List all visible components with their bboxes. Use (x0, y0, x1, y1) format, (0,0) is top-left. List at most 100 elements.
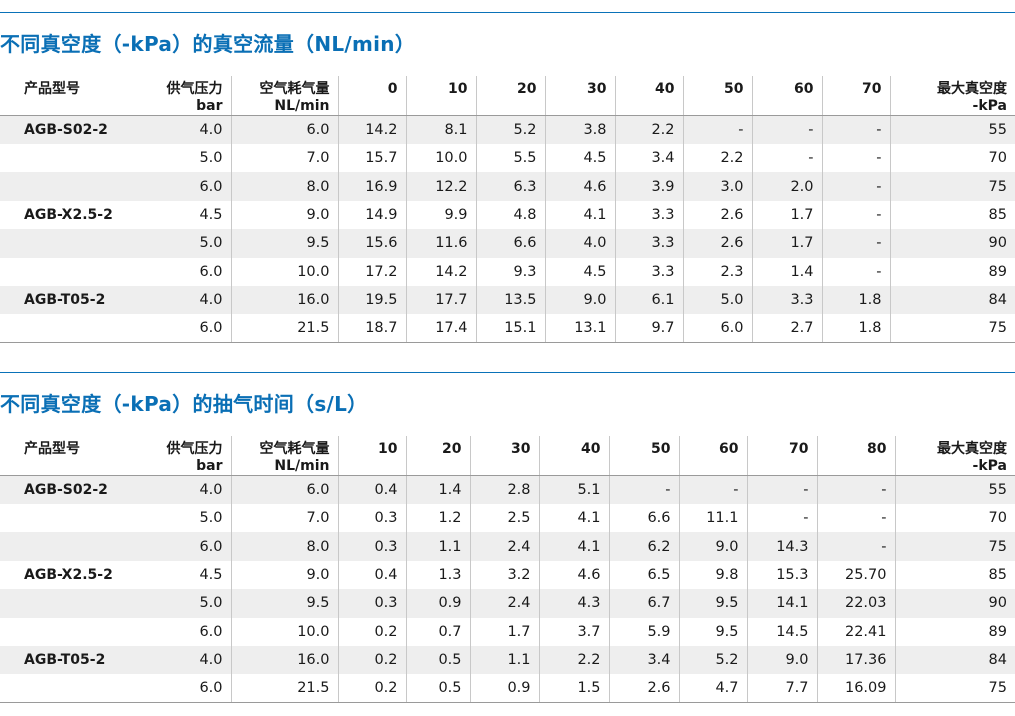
value-cell: 9.3 (475, 257, 545, 286)
value-cell: 14.2 (337, 115, 406, 144)
model-cell (0, 504, 143, 532)
value-cell: 4.0 (143, 115, 231, 144)
value-cell: - (816, 475, 895, 504)
table-row: AGB-S02-2 4.0 6.0 0.4 1.4 2.8 5.1- - - -55 (0, 475, 1015, 504)
value-cell: - (678, 475, 747, 504)
value-cell: 19.5 (337, 285, 406, 315)
value-cell: 16.9 (337, 172, 406, 201)
value-cell: 6.1 (614, 285, 683, 315)
value-cell: 4.6 (538, 560, 609, 590)
value-cell: 2.6 (682, 200, 752, 230)
value-cell: 18.7 (337, 314, 406, 344)
value-cell: 3.8 (544, 115, 615, 144)
value-cell: 6.0 (143, 314, 231, 344)
column-header: 20 (475, 76, 545, 116)
value-cell: 5.0 (199, 150, 223, 167)
column-header: 最大真空度 -kPa (889, 76, 1015, 116)
value-cell: 5.0 (199, 510, 223, 527)
value-cell: 0.3 (337, 589, 406, 618)
value-cell: 9.5 (230, 229, 338, 258)
value-cell: 1.8 (821, 314, 890, 344)
value-cell: 2.8 (469, 475, 539, 504)
value-cell: 0.9 (469, 674, 539, 704)
value-cell: 1.4 (405, 475, 470, 504)
table-row: 6.0 21.5 18.7 17.4 15.1 13.1 9.7 6.0 2.7 1.8 75 (0, 314, 1015, 344)
value-cell: 5.0 (143, 589, 231, 618)
table-header-row: 产品型号 供气压力 bar 空气耗气量 NL/min 0 10 20 30 40 50 60 70 最大真… (0, 76, 1015, 116)
value-cell: 0.3 (337, 532, 406, 561)
column-header: 最大真空度 -kPa (894, 436, 1015, 476)
value-cell: 6.5 (608, 560, 679, 590)
model-cell (0, 258, 143, 286)
value-cell: 5.9 (608, 617, 679, 646)
column-header: 80 (816, 436, 895, 476)
value-cell: 4.6 (544, 172, 615, 201)
value-cell: 13.1 (544, 314, 615, 344)
value-cell: 2.6 (608, 674, 679, 704)
value-cell: 0.4 (337, 560, 406, 590)
column-header: 70 (746, 436, 817, 476)
value-cell: 4.5 (544, 144, 615, 173)
value-cell: 14.5 (746, 617, 817, 646)
value-cell: 16.09 (816, 674, 895, 704)
value-cell: - (821, 229, 890, 258)
value-cell: 17.2 (337, 257, 406, 286)
value-cell: 6.3 (475, 172, 545, 201)
value-cell: 6.0 (230, 475, 338, 504)
table-header-row: 产品型号 供气压力 bar 空气耗气量 NL/min 10 20 30 40 50 60 70 80 最大… (0, 436, 1015, 476)
value-cell: 10.0 (405, 144, 476, 173)
value-cell: 9.0 (230, 560, 338, 590)
table-row: 5.0 9.5 0.3 0.9 2.4 4.3 6.7 9.5 14.1 22.03 90 (0, 589, 1015, 618)
column-header: 空气耗气量 NL/min (230, 436, 338, 476)
value-cell: 6.0 (143, 532, 231, 561)
value-cell: 55 (894, 475, 1015, 504)
value-cell: 84 (894, 645, 1015, 675)
section-divider (0, 12, 1015, 13)
model-cell (0, 314, 143, 344)
value-cell: 5.2 (475, 115, 545, 144)
value-cell: 14.2 (405, 257, 476, 286)
value-cell: - (608, 475, 679, 504)
model-cell: AGB-T05-2 (0, 645, 143, 675)
value-cell: 22.03 (816, 589, 895, 618)
value-cell: 6.6 (475, 229, 545, 258)
value-cell: 3.2 (469, 560, 539, 590)
value-cell: 0.9 (405, 589, 470, 618)
value-cell: 8.0 (230, 172, 338, 201)
value-cell: 3.4 (614, 144, 683, 173)
value-cell: 1.1 (469, 645, 539, 675)
value-cell: 4.0 (544, 229, 615, 258)
table-row: AGB-S02-2 4.0 6.0 14.2 8.1 5.2 3.8 2.2- - -55 (0, 115, 1015, 144)
table-row: AGB-X2.5-2 4.5 9.0 0.4 1.3 3.2 4.6 6.5 9.8 15.3 25… (0, 560, 1015, 590)
value-cell: - (821, 257, 890, 286)
value-cell: 9.0 (544, 285, 615, 315)
value-cell: 9.0 (230, 200, 338, 230)
value-cell: 13.5 (475, 285, 545, 315)
value-cell: 5.0 (143, 229, 231, 258)
value-cell: 9.7 (614, 314, 683, 344)
section-title: 不同真空度（-kPa）的抽气时间（s/L） (0, 392, 368, 416)
value-cell: 6.0 (682, 314, 752, 344)
value-cell: - (746, 475, 817, 504)
value-cell: 90 (889, 229, 1015, 258)
value-cell: 3.3 (751, 285, 822, 315)
value-cell: 75 (889, 172, 1015, 201)
column-header: 40 (538, 436, 609, 476)
value-cell: 0.4 (337, 475, 406, 504)
model-cell (0, 229, 143, 258)
value-cell: 1.5 (538, 674, 609, 704)
model-cell: AGB-S02-2 (0, 115, 143, 144)
value-cell: 5.2 (678, 645, 747, 675)
value-cell: 75 (889, 314, 1015, 344)
model-cell: AGB-X2.5-2 (24, 206, 113, 223)
table-row: 6.0 10.0 0.2 0.7 1.7 3.7 5.9 9.5 14.5 22.41 89 (0, 617, 1015, 646)
value-cell: 9.5 (230, 589, 338, 618)
value-cell: 0.2 (337, 617, 406, 646)
table-row: AGB-X2.5-2 4.5 9.0 14.9 9.9 4.8 4.1 3.3 2.6 1.7-8… (0, 200, 1015, 230)
value-cell: 85 (894, 560, 1015, 590)
value-cell: 2.4 (469, 532, 539, 561)
value-cell: 0.3 (337, 504, 406, 533)
value-cell: 3.0 (682, 172, 752, 201)
value-cell: 2.3 (682, 257, 752, 286)
value-cell: 1.4 (751, 257, 822, 286)
